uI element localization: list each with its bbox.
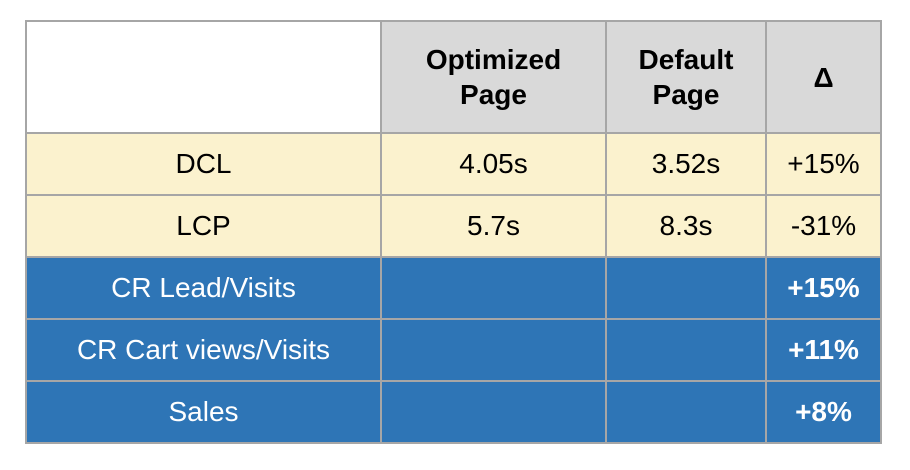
lcp-optimized-cell: 5.7s xyxy=(380,194,607,258)
row-cr-cart-views-visits: CR Cart views/Visits +11% xyxy=(25,318,882,382)
dcl-optimized-cell: 4.05s xyxy=(380,132,607,196)
cr-cart-label-cell: CR Cart views/Visits xyxy=(25,318,382,382)
lcp-delta-cell: -31% xyxy=(765,194,882,258)
sales-default-cell xyxy=(605,380,767,444)
cr-lead-optimized-cell xyxy=(380,256,607,320)
corner-cell xyxy=(25,20,382,134)
cr-lead-delta-cell: +15% xyxy=(765,256,882,320)
dcl-delta-cell: +15% xyxy=(765,132,882,196)
sales-delta-cell: +8% xyxy=(765,380,882,444)
dcl-label-cell: DCL xyxy=(25,132,382,196)
header-row: Optimized Page Default Page Δ xyxy=(25,20,882,134)
comparison-table: Optimized Page Default Page Δ DCL 4.05s … xyxy=(25,20,882,444)
sales-optimized-cell xyxy=(380,380,607,444)
cr-cart-optimized-cell xyxy=(380,318,607,382)
row-cr-lead-visits: CR Lead/Visits +15% xyxy=(25,256,882,320)
cr-lead-default-cell xyxy=(605,256,767,320)
row-dcl: DCL 4.05s 3.52s +15% xyxy=(25,132,882,196)
header-default-page: Default Page xyxy=(605,20,767,134)
row-sales: Sales +8% xyxy=(25,380,882,444)
sales-label-cell: Sales xyxy=(25,380,382,444)
header-optimized-page: Optimized Page xyxy=(380,20,607,134)
cr-cart-default-cell xyxy=(605,318,767,382)
lcp-default-cell: 8.3s xyxy=(605,194,767,258)
row-lcp: LCP 5.7s 8.3s -31% xyxy=(25,194,882,258)
cr-lead-label-cell: CR Lead/Visits xyxy=(25,256,382,320)
cr-cart-delta-cell: +11% xyxy=(765,318,882,382)
lcp-label-cell: LCP xyxy=(25,194,382,258)
dcl-default-cell: 3.52s xyxy=(605,132,767,196)
header-delta: Δ xyxy=(765,20,882,134)
